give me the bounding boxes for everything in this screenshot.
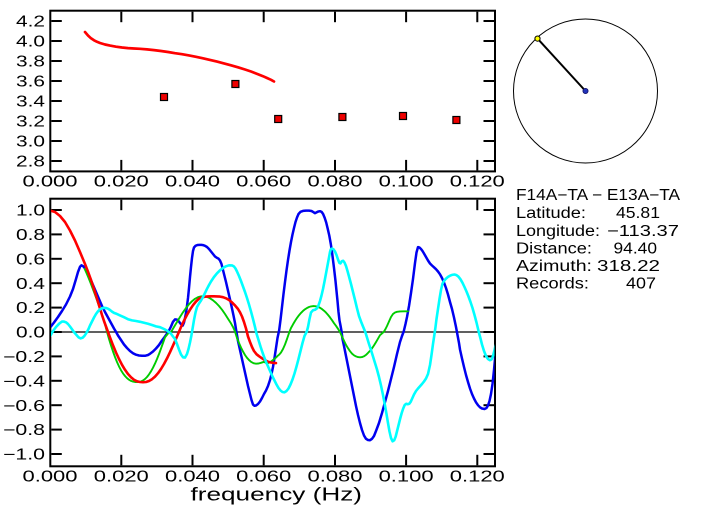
svg-text:0.120: 0.120: [450, 174, 506, 191]
svg-text:0.020: 0.020: [94, 469, 150, 486]
svg-text:1.0: 1.0: [16, 203, 45, 220]
svg-text:318.22: 318.22: [597, 258, 660, 275]
svg-text:4.0: 4.0: [16, 34, 45, 51]
svg-text:0.020: 0.020: [94, 174, 150, 191]
svg-text:0.2: 0.2: [16, 300, 45, 317]
svg-text:4.2: 4.2: [16, 14, 45, 31]
svg-text:−1.0: −1.0: [3, 447, 46, 464]
svg-text:3.8: 3.8: [16, 54, 45, 71]
svg-text:2.8: 2.8: [16, 154, 45, 171]
svg-text:0.060: 0.060: [236, 174, 292, 191]
svg-text:0.040: 0.040: [165, 174, 221, 191]
svg-text:F14A−TA − E13A−TA: F14A−TA − E13A−TA: [516, 187, 681, 204]
svg-text:45.81: 45.81: [616, 205, 660, 222]
svg-text:0.000: 0.000: [23, 469, 79, 486]
svg-text:0.100: 0.100: [379, 174, 435, 191]
svg-text:−0.4: −0.4: [3, 373, 46, 390]
svg-text:Distance:: Distance:: [516, 241, 592, 258]
svg-text:−0.8: −0.8: [3, 422, 45, 439]
svg-text:0.6: 0.6: [16, 251, 45, 268]
svg-text:3.4: 3.4: [16, 94, 45, 111]
svg-text:3.0: 3.0: [16, 134, 45, 151]
svg-text:−0.2: −0.2: [3, 349, 45, 366]
svg-text:frequency (Hz): frequency (Hz): [191, 484, 363, 505]
svg-text:407: 407: [626, 275, 656, 292]
svg-text:0.8: 0.8: [16, 227, 45, 244]
svg-text:3.2: 3.2: [16, 114, 45, 131]
svg-text:0.080: 0.080: [308, 469, 364, 486]
svg-text:0.100: 0.100: [379, 469, 435, 486]
svg-text:0.4: 0.4: [16, 276, 45, 293]
svg-text:0.120: 0.120: [450, 469, 506, 486]
svg-text:−113.37: −113.37: [607, 223, 679, 240]
svg-text:0.080: 0.080: [308, 174, 364, 191]
svg-text:94.40: 94.40: [614, 241, 658, 258]
svg-text:0.060: 0.060: [236, 469, 292, 486]
svg-text:0.0: 0.0: [16, 325, 45, 342]
svg-text:Longitude:: Longitude:: [516, 223, 600, 240]
svg-text:−0.6: −0.6: [3, 398, 45, 415]
svg-text:Records:: Records:: [516, 275, 589, 292]
svg-text:0.040: 0.040: [165, 469, 221, 486]
svg-text:Latitude:: Latitude:: [516, 205, 586, 222]
svg-text:0.000: 0.000: [23, 174, 79, 191]
svg-text:3.6: 3.6: [16, 74, 45, 91]
svg-text:Azimuth:: Azimuth:: [516, 258, 592, 275]
